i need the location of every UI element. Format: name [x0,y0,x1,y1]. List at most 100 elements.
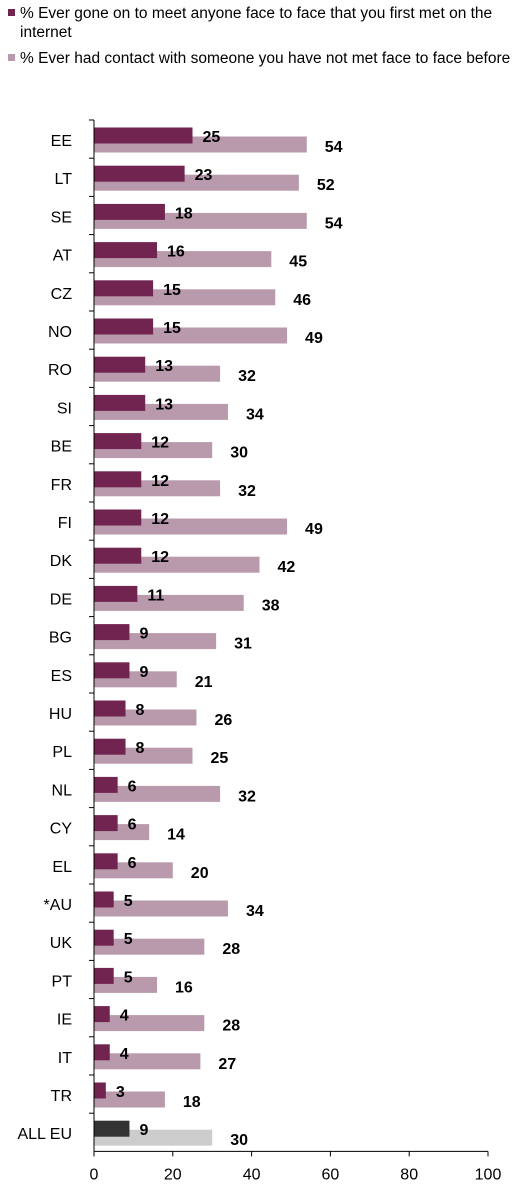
category-label: DK [50,553,73,570]
bar-contact [94,1015,205,1032]
legend-item-contact: % Ever had contact with someone you have… [8,49,523,68]
category-label: SE [51,209,72,226]
data-label-met: 23 [195,167,213,184]
bar-contact [94,785,221,802]
data-label-met: 13 [155,358,173,375]
bar-met [94,127,193,144]
legend-label-contact: % Ever had contact with someone you have… [20,50,511,67]
category-label: IT [58,1050,72,1067]
bar-met [94,815,118,832]
legend-swatch-contact [8,54,15,61]
bar-met [94,967,114,984]
category-label: RO [48,362,72,379]
bar-met [94,853,118,870]
data-label-met: 3 [116,1084,125,1101]
bar-met [94,738,126,755]
category-label: EL [52,859,72,876]
bar-met [94,776,118,793]
category-label: NO [48,324,72,341]
bar-met [94,585,138,602]
category-label: PL [52,744,72,761]
x-tick-label: 100 [475,1166,502,1183]
data-label-met: 25 [203,129,221,146]
data-label-met: 15 [163,320,181,337]
data-label-contact: 49 [305,521,323,538]
x-tick-label: 0 [90,1166,99,1183]
data-label-contact: 54 [325,215,343,232]
legend-item-met: % Ever gone on to meet anyone face to fa… [8,4,523,42]
data-label-contact: 46 [293,292,311,309]
x-tick-label: 20 [164,1166,182,1183]
x-tick-label: 60 [322,1166,340,1183]
data-label-contact: 28 [222,941,240,958]
bar-met [94,318,154,335]
bar-met [94,624,130,641]
data-label-met: 8 [136,702,145,719]
bar-contact [94,518,288,535]
category-label: HU [49,706,72,723]
chart-legend: % Ever gone on to meet anyone face to fa… [8,4,523,75]
bar-met [94,280,154,297]
bar-met [94,471,142,488]
category-label: FR [51,477,72,494]
bar-contact [94,1091,165,1108]
data-label-met: 12 [151,511,169,528]
data-label-contact: 34 [246,903,264,920]
category-label: TR [51,1088,72,1105]
data-label-contact: 42 [277,559,295,576]
bar-met [94,1006,110,1023]
data-label-contact: 20 [191,865,209,882]
bar-met [94,242,158,259]
data-label-contact: 27 [218,1056,236,1073]
data-label-met: 16 [167,244,185,261]
data-label-contact: 28 [222,1018,240,1035]
category-label: ES [51,668,72,685]
bar-contact [94,900,228,917]
category-label: ALL EU [17,1126,72,1143]
bar-met [94,662,130,679]
category-label: *AU [44,897,72,914]
bar-contact [94,938,205,955]
data-label-met: 9 [139,664,148,681]
category-label: DE [50,591,72,608]
data-label-contact: 49 [305,330,323,347]
legend-swatch-met [8,9,15,16]
category-label: AT [53,248,72,265]
data-label-contact: 25 [211,750,229,767]
bar-met [94,203,165,220]
data-label-contact: 26 [214,712,232,729]
data-label-contact: 21 [195,674,213,691]
data-label-contact: 30 [230,1132,248,1149]
bar-met [94,1120,130,1137]
category-label: UK [50,935,73,952]
data-label-contact: 32 [238,368,256,385]
data-label-contact: 45 [289,254,307,271]
data-label-met: 12 [151,435,169,452]
data-label-met: 5 [124,969,133,986]
data-label-contact: 54 [325,139,343,156]
data-label-met: 5 [124,893,133,910]
data-label-contact: 38 [262,597,280,614]
data-label-met: 11 [147,587,164,604]
data-label-met: 5 [124,931,133,948]
data-label-contact: 31 [234,636,252,653]
data-label-met: 6 [128,778,137,795]
data-label-met: 4 [120,1008,129,1025]
bar-met [94,929,114,946]
bar-met [94,509,142,526]
data-label-contact: 14 [167,827,185,844]
data-label-met: 8 [136,740,145,757]
data-label-contact: 52 [317,177,335,194]
data-label-met: 12 [151,549,169,566]
data-label-contact: 30 [230,445,248,462]
data-label-met: 4 [120,1046,129,1063]
data-label-contact: 32 [238,788,256,805]
legend-label-met: % Ever gone on to meet anyone face to fa… [20,5,493,41]
category-label: LT [55,171,73,188]
bar-met [94,700,126,717]
category-label: CZ [51,286,73,303]
bar-met [94,394,146,411]
data-label-met: 6 [128,817,137,834]
data-label-contact: 34 [246,406,264,423]
